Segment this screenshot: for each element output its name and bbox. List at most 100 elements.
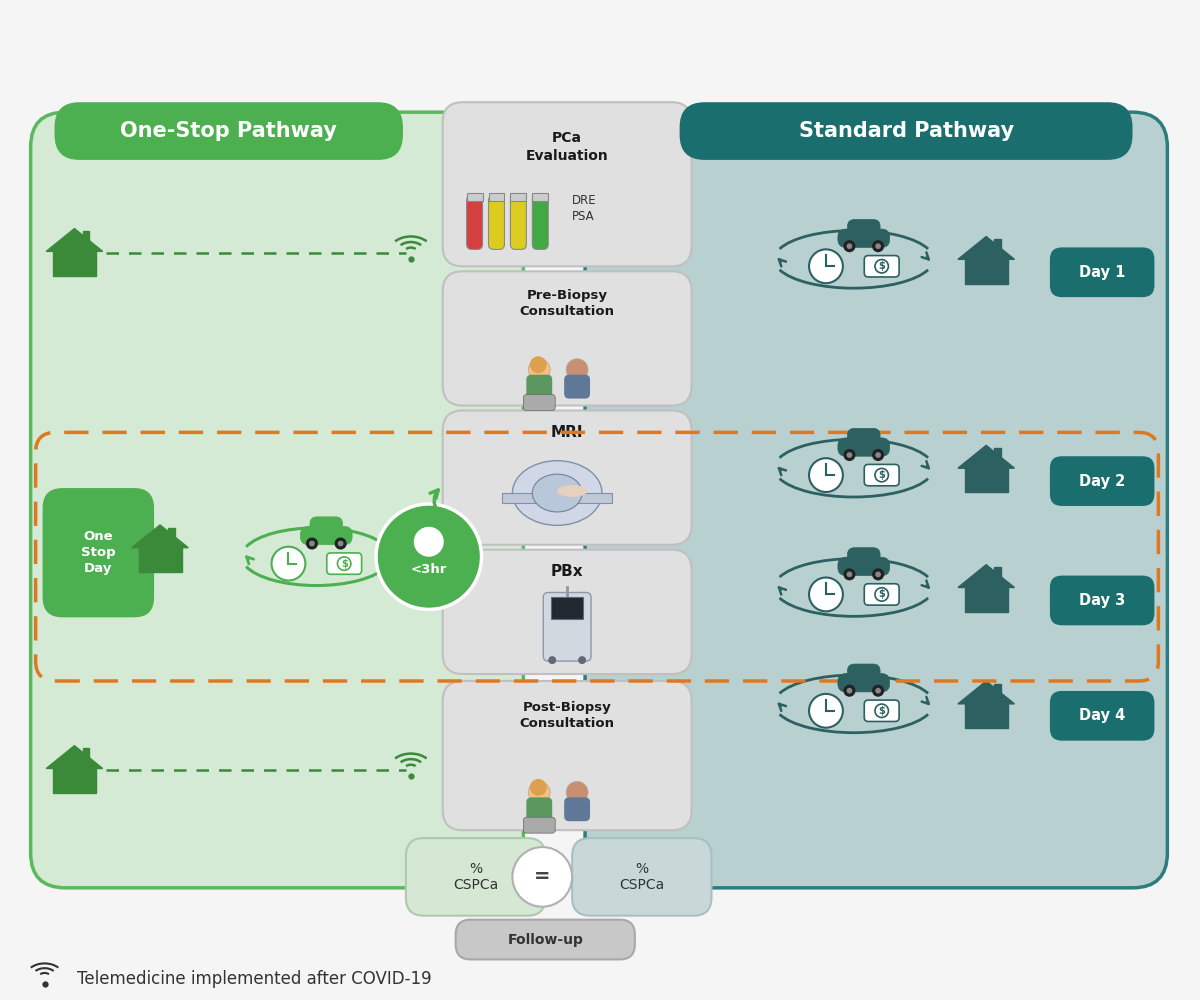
Circle shape xyxy=(809,249,842,283)
Ellipse shape xyxy=(512,461,602,525)
FancyBboxPatch shape xyxy=(310,517,342,532)
Circle shape xyxy=(872,449,884,461)
FancyBboxPatch shape xyxy=(847,220,880,235)
Circle shape xyxy=(512,847,572,907)
Polygon shape xyxy=(47,746,103,768)
Text: $: $ xyxy=(341,559,348,569)
FancyBboxPatch shape xyxy=(847,664,880,679)
FancyBboxPatch shape xyxy=(838,674,889,692)
Text: $: $ xyxy=(878,470,886,480)
FancyBboxPatch shape xyxy=(864,256,899,277)
FancyBboxPatch shape xyxy=(847,548,880,563)
Circle shape xyxy=(844,685,856,697)
Text: %
CSPCa: % CSPCa xyxy=(619,862,665,892)
FancyBboxPatch shape xyxy=(551,597,583,619)
Circle shape xyxy=(528,781,551,803)
Text: $: $ xyxy=(878,261,886,271)
Circle shape xyxy=(875,688,881,694)
Circle shape xyxy=(844,568,856,580)
Text: Day 4: Day 4 xyxy=(1079,708,1126,723)
Polygon shape xyxy=(132,525,188,548)
Circle shape xyxy=(809,694,842,728)
Circle shape xyxy=(846,243,852,249)
FancyBboxPatch shape xyxy=(1050,691,1154,741)
Text: PBx: PBx xyxy=(551,564,583,579)
FancyBboxPatch shape xyxy=(443,102,691,266)
Circle shape xyxy=(548,656,557,664)
Text: $: $ xyxy=(878,706,886,716)
Text: PCa
Evaluation: PCa Evaluation xyxy=(526,131,608,163)
FancyBboxPatch shape xyxy=(456,920,635,959)
Text: Day 3: Day 3 xyxy=(1079,593,1126,608)
Ellipse shape xyxy=(557,485,587,497)
FancyBboxPatch shape xyxy=(564,797,590,821)
FancyBboxPatch shape xyxy=(443,550,691,674)
Circle shape xyxy=(875,452,881,458)
FancyBboxPatch shape xyxy=(864,584,899,605)
Circle shape xyxy=(809,578,842,611)
Text: <3hr: <3hr xyxy=(410,563,446,576)
FancyBboxPatch shape xyxy=(1050,576,1154,625)
Text: Standard Pathway: Standard Pathway xyxy=(798,121,1014,141)
FancyBboxPatch shape xyxy=(300,526,352,545)
Text: =: = xyxy=(534,867,551,886)
Circle shape xyxy=(415,528,443,556)
FancyBboxPatch shape xyxy=(443,271,691,406)
Circle shape xyxy=(566,359,588,381)
FancyBboxPatch shape xyxy=(503,493,612,503)
Circle shape xyxy=(846,688,852,694)
Circle shape xyxy=(578,656,586,664)
Text: MRI: MRI xyxy=(551,425,583,440)
FancyBboxPatch shape xyxy=(488,193,504,201)
Polygon shape xyxy=(958,565,1014,588)
Text: %
CSPCa: % CSPCa xyxy=(452,862,498,892)
Text: Pre-Biopsy
Consultation: Pre-Biopsy Consultation xyxy=(520,289,614,318)
FancyBboxPatch shape xyxy=(467,193,482,201)
Circle shape xyxy=(271,547,305,581)
FancyBboxPatch shape xyxy=(995,448,1001,457)
FancyBboxPatch shape xyxy=(995,239,1001,249)
FancyBboxPatch shape xyxy=(53,767,96,793)
FancyBboxPatch shape xyxy=(838,229,889,247)
FancyBboxPatch shape xyxy=(406,838,545,916)
Circle shape xyxy=(528,359,551,381)
FancyBboxPatch shape xyxy=(847,428,880,443)
FancyBboxPatch shape xyxy=(527,797,552,821)
Circle shape xyxy=(566,781,588,803)
FancyBboxPatch shape xyxy=(965,703,1008,728)
Circle shape xyxy=(530,356,547,373)
FancyBboxPatch shape xyxy=(510,193,527,201)
FancyBboxPatch shape xyxy=(864,464,899,486)
FancyBboxPatch shape xyxy=(572,838,712,916)
FancyBboxPatch shape xyxy=(488,196,504,249)
Text: One-Stop Pathway: One-Stop Pathway xyxy=(120,121,337,141)
FancyBboxPatch shape xyxy=(54,102,403,160)
Circle shape xyxy=(846,452,852,458)
FancyBboxPatch shape xyxy=(83,748,89,758)
Text: Telemedicine implemented after COVID-19: Telemedicine implemented after COVID-19 xyxy=(78,970,432,988)
FancyBboxPatch shape xyxy=(53,250,96,276)
FancyBboxPatch shape xyxy=(995,567,1001,577)
FancyBboxPatch shape xyxy=(42,488,154,617)
Text: DRE
PSA: DRE PSA xyxy=(572,194,596,223)
Text: Follow-up: Follow-up xyxy=(508,933,583,947)
FancyBboxPatch shape xyxy=(443,410,691,545)
Circle shape xyxy=(872,568,884,580)
Circle shape xyxy=(872,685,884,697)
FancyBboxPatch shape xyxy=(995,684,1001,693)
Text: Day 1: Day 1 xyxy=(1079,265,1126,280)
FancyBboxPatch shape xyxy=(965,586,1008,612)
FancyBboxPatch shape xyxy=(965,467,1008,492)
FancyBboxPatch shape xyxy=(533,196,548,249)
FancyBboxPatch shape xyxy=(326,553,361,574)
FancyBboxPatch shape xyxy=(838,438,889,456)
Circle shape xyxy=(846,571,852,577)
FancyBboxPatch shape xyxy=(838,557,889,576)
FancyBboxPatch shape xyxy=(965,258,1008,284)
Circle shape xyxy=(310,541,314,546)
Circle shape xyxy=(530,779,547,796)
FancyBboxPatch shape xyxy=(564,375,590,399)
Polygon shape xyxy=(958,445,1014,468)
FancyBboxPatch shape xyxy=(679,102,1133,160)
FancyBboxPatch shape xyxy=(544,592,592,661)
